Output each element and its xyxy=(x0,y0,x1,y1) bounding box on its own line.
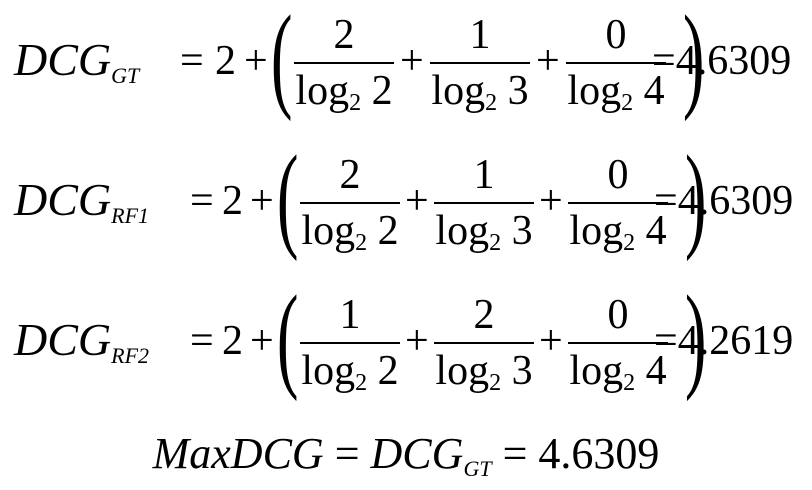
equation-result: =4.2619 xyxy=(654,318,794,364)
plus-sign: + xyxy=(536,38,560,84)
fraction-bar xyxy=(568,202,668,204)
numerator: 1 xyxy=(469,12,491,58)
equation-lhs: DCGRF1 xyxy=(14,174,150,228)
numerator: 1 xyxy=(339,292,361,338)
denominator: log2 2 xyxy=(295,68,393,116)
equation-result: =4.6309 xyxy=(652,38,792,84)
plus-sign: + xyxy=(405,178,429,224)
plus-sign: + xyxy=(539,178,563,224)
max-dcg-lhs: MaxDCG xyxy=(152,429,324,478)
plus-sign: + xyxy=(405,318,429,364)
denominator: log2 4 xyxy=(569,348,667,396)
fraction-bar xyxy=(568,342,668,344)
equation-dcg-gt: DCGGT = 2 + ( 2 log2 2 + 1 log2 3 + 0 lo… xyxy=(0,0,812,130)
fraction-bar xyxy=(430,62,530,64)
max-dcg-mid: DCGGT xyxy=(370,429,492,481)
numerator: 1 xyxy=(473,152,495,198)
numerator: 0 xyxy=(605,12,627,58)
equation-lhs: DCGRF2 xyxy=(14,314,150,368)
denominator: log2 2 xyxy=(301,208,399,256)
leading-constant: 2 xyxy=(215,38,236,84)
fraction-bar xyxy=(434,342,534,344)
equation-dcg-rf1: DCGRF1 = 2 + ( 2 log2 2 + 1 log2 3 + 0 l… xyxy=(0,131,812,270)
denominator: log2 2 xyxy=(301,348,399,396)
left-paren: ( xyxy=(270,0,293,122)
denominator: log2 3 xyxy=(435,348,533,396)
plus-sign: + xyxy=(400,38,424,84)
numerator: 0 xyxy=(607,152,629,198)
max-dcg-equation: MaxDCG = DCGGT = 4.6309 xyxy=(152,429,660,481)
numerator: 2 xyxy=(339,152,361,198)
fraction-2: 2 log2 3 xyxy=(430,290,538,396)
max-dcg-result: 4.6309 xyxy=(538,429,660,478)
fraction-3: 0 log2 4 xyxy=(562,10,670,116)
denominator: log2 4 xyxy=(567,68,665,116)
left-paren: ( xyxy=(276,131,299,262)
fraction-bar xyxy=(434,202,534,204)
plus-sign: + xyxy=(244,38,268,84)
fraction-bar xyxy=(566,62,666,64)
numerator: 2 xyxy=(473,292,495,338)
equation-lhs: DCGGT xyxy=(14,34,140,88)
right-paren: ) xyxy=(682,0,705,122)
left-paren: ( xyxy=(276,271,299,402)
equation-dcg-rf2: DCGRF2 = 2 + ( 1 log2 2 + 2 log2 3 + 0 l… xyxy=(0,271,812,410)
right-paren: ) xyxy=(684,131,707,262)
denominator: log2 4 xyxy=(569,208,667,256)
plus-sign: + xyxy=(539,318,563,364)
equals-sign: = xyxy=(190,178,214,224)
leading-constant: 2 xyxy=(222,318,243,364)
equals-sign: = xyxy=(180,38,204,84)
right-paren: ) xyxy=(684,271,707,402)
fraction-1: 2 log2 2 xyxy=(296,150,404,256)
fraction-bar xyxy=(300,342,400,344)
plus-sign: + xyxy=(250,318,274,364)
fraction-2: 1 log2 3 xyxy=(430,150,538,256)
fraction-bar xyxy=(294,62,394,64)
equals-sign: = xyxy=(190,318,214,364)
equation-result: =4.6309 xyxy=(654,178,794,224)
fraction-bar xyxy=(300,202,400,204)
leading-constant: 2 xyxy=(222,178,243,224)
plus-sign: + xyxy=(250,178,274,224)
fraction-2: 1 log2 3 xyxy=(426,10,534,116)
denominator: log2 3 xyxy=(431,68,529,116)
numerator: 0 xyxy=(607,292,629,338)
fraction-3: 0 log2 4 xyxy=(564,290,672,396)
denominator: log2 3 xyxy=(435,208,533,256)
fraction-3: 0 log2 4 xyxy=(564,150,672,256)
fraction-1: 1 log2 2 xyxy=(296,290,404,396)
numerator: 2 xyxy=(333,12,355,58)
fraction-1: 2 log2 2 xyxy=(290,10,398,116)
